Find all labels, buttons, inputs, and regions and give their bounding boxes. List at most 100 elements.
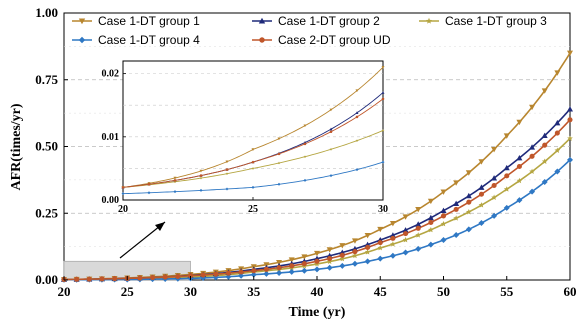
data-point (351, 238, 358, 244)
data-point (381, 160, 385, 164)
data-point (326, 247, 333, 253)
series-markers (61, 50, 573, 283)
data-point (364, 232, 371, 239)
x-axis-title: Time (yr) (289, 305, 346, 320)
data-point (415, 245, 422, 252)
x-tick-label: 50 (437, 284, 450, 299)
data-point (516, 155, 523, 161)
data-point (427, 198, 434, 205)
data-point (381, 129, 385, 132)
data-point (329, 108, 333, 112)
data-point (327, 255, 333, 262)
data-point (314, 250, 320, 257)
data-point (277, 182, 281, 186)
x-tick-label: 25 (121, 284, 135, 299)
data-point (389, 220, 396, 227)
data-point (440, 213, 447, 219)
data-point (567, 117, 573, 123)
data-point (478, 202, 485, 208)
data-point (415, 225, 421, 231)
data-point (314, 258, 320, 264)
data-point (355, 139, 359, 142)
data-point (121, 192, 125, 196)
data-point (251, 268, 257, 274)
data-point (529, 168, 535, 175)
data-point (355, 111, 359, 114)
data-point (251, 185, 255, 189)
data-point (200, 272, 206, 278)
data-point (491, 194, 497, 200)
data-point (529, 153, 535, 159)
data-point (541, 88, 548, 94)
data-point (303, 124, 307, 128)
data-point (173, 190, 177, 194)
data-point (465, 170, 472, 176)
data-point (478, 191, 485, 197)
data-point (339, 252, 345, 258)
data-point (365, 244, 371, 251)
data-point (225, 172, 229, 175)
data-point (251, 160, 255, 164)
data-point (364, 249, 371, 255)
legend-item: Case 1-DT group 2 (252, 14, 380, 28)
x-tick-label: 55 (500, 284, 514, 299)
legend: Case 1-DT group 1 Case 1-DT group 2 Case 1… (72, 14, 547, 47)
inset-x-tick-label: 20 (118, 204, 128, 215)
data-point (303, 155, 307, 158)
data-point (329, 127, 333, 131)
data-point (199, 176, 203, 180)
data-point (415, 221, 422, 227)
data-point (465, 226, 472, 233)
data-point (478, 220, 485, 227)
data-point (516, 163, 522, 170)
y-axis-ticks: 0.00 0.25 0.50 0.75 1.00 (35, 5, 68, 287)
legend-label: Case 1-DT group 4 (98, 33, 200, 47)
inset-zoom-chart: 20 25 30 0.00 0.01 0.02 (102, 60, 388, 215)
data-point (339, 255, 346, 262)
data-point (263, 266, 269, 272)
data-point (74, 276, 80, 282)
data-point (440, 220, 447, 227)
y-tick-label: 1.00 (35, 5, 58, 20)
data-point (173, 179, 177, 182)
data-point (276, 265, 282, 271)
data-point (415, 206, 422, 213)
data-point (187, 273, 194, 279)
data-point (390, 235, 396, 241)
data-point (78, 18, 86, 25)
zoom-arrow (119, 221, 166, 259)
y-tick-label: 0.25 (35, 205, 58, 220)
data-point (491, 175, 498, 181)
data-point (355, 89, 359, 93)
data-point (402, 249, 409, 256)
data-point (541, 158, 548, 164)
data-point (516, 119, 523, 126)
data-point (503, 186, 510, 192)
data-point (491, 182, 497, 189)
data-point (250, 271, 257, 278)
data-point (567, 156, 573, 163)
data-point (301, 267, 308, 274)
data-point (453, 206, 459, 212)
legend-label: Case 1-DT group 1 (98, 14, 200, 28)
data-point (503, 133, 510, 139)
data-point (175, 273, 181, 280)
data-point (503, 164, 510, 171)
data-point (478, 184, 485, 190)
data-point (554, 119, 561, 126)
data-point (415, 232, 422, 238)
data-point (339, 262, 346, 269)
data-point (403, 231, 409, 237)
data-point (213, 271, 219, 277)
inset-series-markers (121, 66, 385, 196)
data-point (554, 130, 560, 136)
legend-label: Case 1-DT group 2 (278, 14, 380, 28)
data-point (225, 187, 229, 191)
data-point (466, 199, 472, 205)
data-point (288, 268, 295, 275)
legend-item: Case 1-DT group 3 (419, 14, 547, 28)
data-point (352, 252, 358, 259)
data-point (225, 270, 231, 276)
data-point (465, 209, 472, 215)
